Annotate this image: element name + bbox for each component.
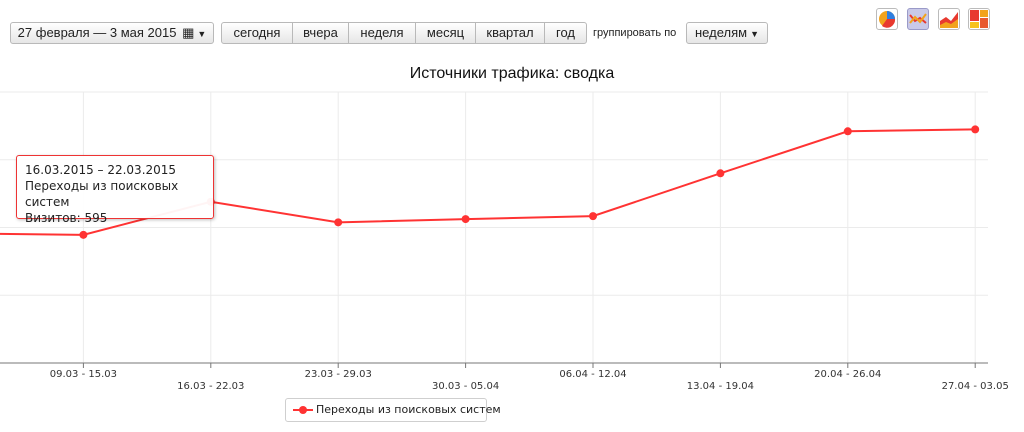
- chevron-down-icon: ▼: [750, 29, 759, 39]
- x-tick-label: 23.03 - 29.03: [305, 369, 372, 380]
- calendar-icon: ▦: [182, 25, 195, 40]
- x-tick-label: 30.03 - 05.04: [432, 381, 499, 392]
- data-point: [589, 212, 597, 221]
- period-year-button[interactable]: год: [544, 22, 587, 44]
- group-by-label: группировать по: [593, 27, 677, 39]
- x-tick-label: 27.04 - 03.05: [942, 381, 1009, 392]
- date-range-picker[interactable]: 27 февраля — 3 мая 2015 ▦ ▼: [10, 22, 214, 44]
- group-by-value: неделям: [695, 25, 748, 40]
- period-today-button[interactable]: сегодня: [221, 22, 293, 44]
- period-quarter-button[interactable]: квартал: [475, 22, 545, 44]
- line-chart-icon[interactable]: [907, 8, 929, 30]
- x-tick-label: 09.03 - 15.03: [50, 369, 117, 380]
- tooltip-series: Переходы из поисковых систем: [25, 179, 179, 209]
- data-point: [334, 218, 343, 227]
- x-tick-label: 06.04 - 12.04: [559, 369, 626, 380]
- chevron-down-icon: ▼: [197, 29, 207, 39]
- data-point: [971, 125, 980, 134]
- data-point: [79, 230, 88, 239]
- chart-tooltip: 16.03.2015 – 22.03.2015 Переходы из поис…: [16, 155, 214, 225]
- x-tick-label: 16.03 - 22.03: [177, 381, 244, 392]
- toolbar: 27 февраля — 3 мая 2015 ▦ ▼ сегодня вчера…: [0, 0, 1024, 50]
- group-by-select[interactable]: неделям ▼: [686, 22, 768, 44]
- area-chart-icon[interactable]: [938, 8, 960, 30]
- legend-series-label: Переходы из поисковых систем: [316, 403, 501, 416]
- date-range-label: 27 февраля — 3 мая 2015: [17, 25, 177, 40]
- chart-title: Источники трафика: сводка: [409, 65, 615, 82]
- chart-legend[interactable]: Переходы из поисковых систем: [285, 398, 501, 422]
- data-point: [716, 169, 725, 178]
- pie-chart-icon[interactable]: [876, 8, 898, 30]
- legend-series-marker: [293, 406, 313, 414]
- data-point: [843, 127, 852, 136]
- x-tick-label: 20.04 - 26.04: [814, 369, 881, 380]
- x-tick-label: 13.04 - 19.04: [687, 381, 754, 392]
- tooltip-period: 16.03.2015 – 22.03.2015: [25, 163, 177, 177]
- tooltip-value: Визитов: 595: [25, 211, 108, 225]
- treemap-icon[interactable]: [968, 8, 990, 30]
- data-point: [461, 215, 470, 224]
